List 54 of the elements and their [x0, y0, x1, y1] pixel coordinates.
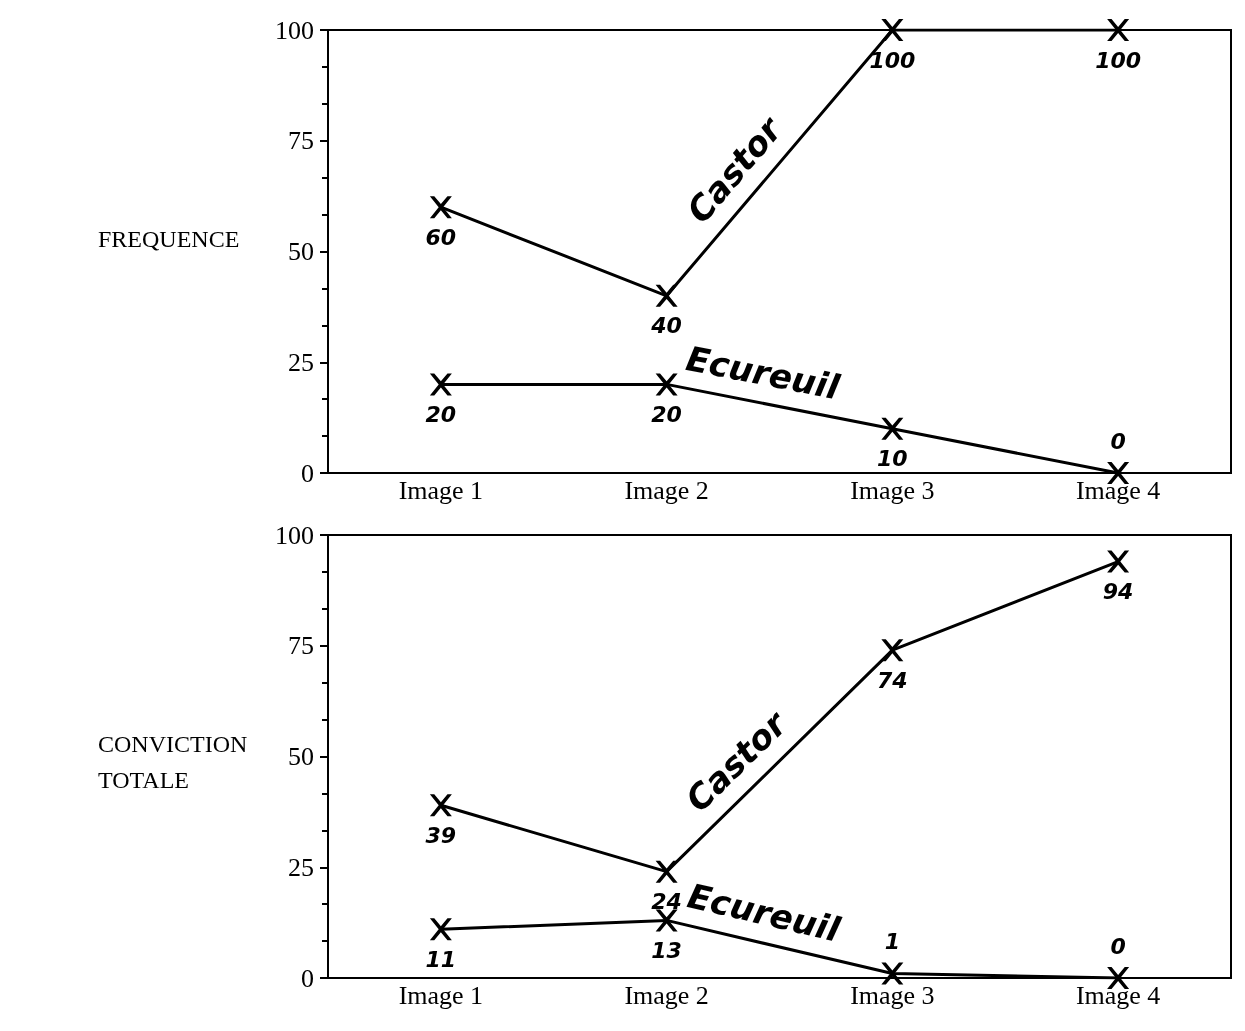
data-label: 24 [651, 889, 682, 915]
point [429, 196, 452, 219]
x-tick-label: Image 2 [624, 980, 709, 1010]
data-label: 60 [425, 224, 457, 250]
data-label: 1 [884, 929, 901, 955]
data-label: 94 [1102, 579, 1134, 605]
y-tick-label: 100 [275, 520, 314, 550]
point [655, 860, 678, 883]
text: Ecureuil [682, 338, 844, 408]
x-tick-label: Image 3 [850, 475, 935, 505]
y-tick-label: 75 [288, 631, 314, 661]
y-tick-label: 50 [288, 742, 314, 771]
data-label: 13 [651, 937, 682, 963]
data-label: 100 [1095, 47, 1142, 73]
point [1107, 967, 1130, 989]
y-tick-label: 25 [288, 852, 314, 882]
data-label: 0 [1110, 428, 1126, 454]
y-tick-label: 75 [288, 126, 314, 156]
data-label: 100 [869, 47, 916, 73]
point [429, 918, 452, 941]
data-label: 20 [651, 401, 682, 427]
data-label: 40 [650, 313, 682, 339]
point [881, 962, 904, 985]
text: Ecureuil [683, 875, 846, 950]
point [881, 19, 904, 41]
x-tick-label: Image 4 [1075, 475, 1161, 505]
x-tick-label: Image 1 [398, 980, 484, 1010]
x-tick-label: Image 3 [850, 980, 935, 1010]
data-label: 20 [425, 401, 457, 427]
y-tick-label: 50 [288, 237, 314, 266]
point [1107, 19, 1130, 41]
point [429, 794, 452, 817]
data-label: 39 [425, 822, 457, 848]
y-tick-label: 100 [275, 15, 314, 45]
x-tick-label: Image 4 [1075, 980, 1161, 1010]
point [881, 417, 904, 440]
y-tick-label: 0 [301, 458, 314, 488]
data-label: 74 [877, 667, 908, 693]
point [881, 639, 904, 662]
x-tick-label: Image 2 [624, 475, 709, 505]
data-label: 11 [425, 946, 457, 972]
point [429, 373, 452, 396]
point [1107, 462, 1130, 484]
point [655, 373, 678, 396]
y-tick-label: 0 [301, 963, 314, 993]
y-axis-title: CONVICTION TOTALE [98, 730, 254, 793]
point [655, 284, 678, 307]
data-label: 10 [877, 446, 908, 472]
x-tick-label: Image 1 [398, 475, 484, 505]
data-label: 0 [1110, 933, 1126, 959]
y-axis-title: FREQUENCE [98, 225, 240, 252]
y-tick-label: 25 [288, 347, 314, 377]
point [655, 909, 678, 932]
point [1107, 550, 1130, 573]
